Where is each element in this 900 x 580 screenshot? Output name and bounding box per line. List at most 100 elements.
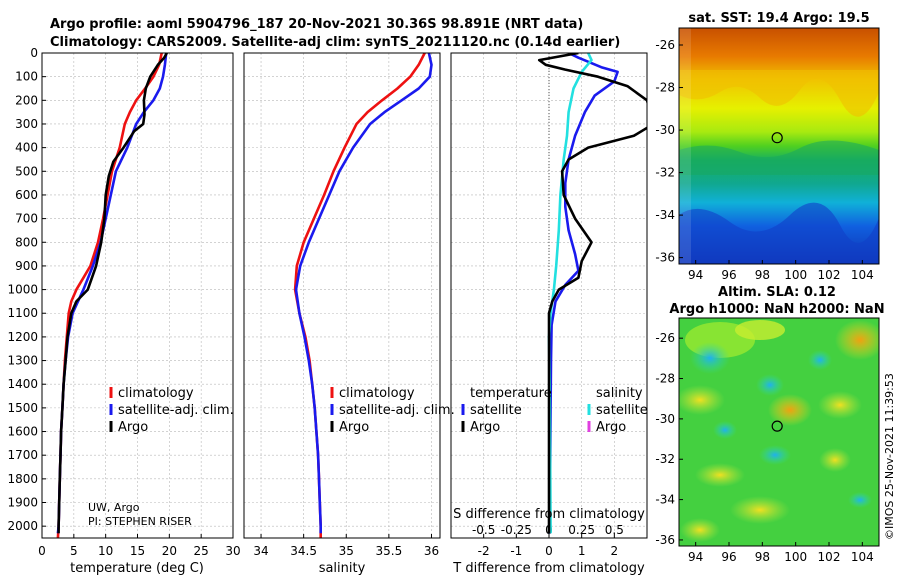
lon-tick-label: 98 (755, 550, 770, 564)
sla-map-frame (678, 317, 880, 547)
credit-line1: UW, Argo (88, 501, 140, 514)
sla-map-title-line2: Argo h1000: NaN h2000: NaN (669, 302, 884, 317)
t-difference-axis-ticks: -2 -1 0 1 2 (478, 534, 618, 558)
x-tick-label: 15 (130, 544, 145, 558)
sla-map-title-line1: Altim. SLA: 0.12 (718, 285, 836, 300)
lat-tick-label: -36 (655, 533, 675, 547)
lon-tick-label: 100 (784, 268, 807, 282)
lon-tick-label: 104 (851, 550, 874, 564)
series-line-argo (57, 52, 168, 534)
x-tick-label: -1 (510, 544, 522, 558)
lat-tick-label: -28 (655, 372, 675, 386)
lon-tick-label: 94 (688, 268, 703, 282)
legend-label-s-satellite: satellite (596, 403, 648, 418)
s-difference-axis-ticks: -0.5 -0.25 0 0.25 0.5 (472, 523, 624, 537)
sla-heatmap (679, 318, 879, 546)
legend-label-argo: Argo (118, 420, 148, 435)
sla-map-lat-ticks: -26 -28 -30 -32 -34 -36 (655, 331, 683, 547)
difference-panel: -2 -1 0 1 2 -0.5 -0.25 0 0.25 0.5 T difference f… (450, 52, 648, 576)
x-tick-label: -2 (478, 544, 490, 558)
lon-tick-label: 102 (818, 550, 841, 564)
y-tick-label: 1200 (7, 330, 38, 344)
t-difference-x-label: T difference from climatology (452, 561, 645, 576)
legend-label-climatology: climatology (339, 386, 415, 401)
legend-label-t-argo: Argo (470, 420, 500, 435)
salinity-axis-ticks: 34 34.5 35 35.5 36 (253, 534, 439, 558)
legend-label-satellite: satellite-adj. clim. (118, 403, 234, 418)
lat-tick-label: -32 (655, 452, 675, 466)
y-tick-label: 0 (30, 46, 38, 60)
lon-tick-label: 100 (784, 550, 807, 564)
lat-tick-label: -34 (655, 493, 675, 507)
lat-tick-label: -36 (655, 251, 675, 265)
series-line-climatology (293, 52, 426, 538)
lon-tick-label: 104 (851, 268, 874, 282)
x-tick-label: 1 (578, 544, 586, 558)
x-tick-label: 2 (611, 544, 619, 558)
lat-tick-label: -32 (655, 166, 675, 180)
y-tick-label: 1900 (7, 496, 38, 510)
sla-map-lon-ticks: 94 96 98 100 102 104 (688, 542, 874, 564)
figure-title-line2: Climatology: CARS2009. Satellite-adj cli… (50, 35, 620, 50)
y-tick-label: 700 (15, 212, 38, 226)
lat-tick-label: -26 (655, 331, 675, 345)
sla-map-panel: Altim. SLA: 0.12 Argo h1000: NaN h2000: … (655, 285, 884, 564)
y-tick-label: 500 (15, 164, 38, 178)
y-tick-label: 800 (15, 235, 38, 249)
s-diff-tick-label: 0.25 (568, 523, 595, 537)
lat-tick-label: -30 (655, 123, 675, 137)
s-diff-tick-label: -0.25 (501, 523, 532, 537)
s-diff-tick-label: -0.5 (472, 523, 495, 537)
temperature-plot-frame (41, 52, 234, 539)
series-line-t-argo (537, 53, 647, 534)
salinity-legend: climatology satellite-adj. clim. Argo (330, 386, 455, 435)
lon-tick-label: 96 (721, 268, 736, 282)
temperature-legend: climatology satellite-adj. clim. Argo (109, 386, 234, 435)
y-tick-label: 1700 (7, 448, 38, 462)
x-tick-label: 36 (424, 544, 439, 558)
sst-map-panel: sat. SST: 19.4 Argo: 19.5 94 96 98 100 102 10… (655, 11, 880, 282)
pressure-axis-ticks: 0 100 200 300 400 500 600 700 800 900 1000 1100 1200… (7, 46, 46, 533)
legend-label-t-satellite: satellite (470, 403, 522, 418)
salinity-x-label: salinity (319, 561, 366, 576)
legend-title-temperature: temperature (470, 386, 552, 401)
series-line-t-satellite (548, 53, 619, 534)
legend-label-argo: Argo (339, 420, 369, 435)
y-tick-label: 1600 (7, 425, 38, 439)
s-difference-x-label: S difference from climatology (453, 507, 645, 522)
legend-label-s-argo: Argo (596, 420, 626, 435)
lat-tick-label: -34 (655, 208, 675, 222)
argo-position-marker (771, 132, 783, 144)
lon-tick-label: 94 (688, 550, 703, 564)
temperature-x-label: temperature (deg C) (70, 561, 204, 576)
lat-tick-label: -30 (655, 412, 675, 426)
lon-tick-label: 102 (818, 268, 841, 282)
x-tick-label: 35.5 (376, 544, 403, 558)
sst-map-title: sat. SST: 19.4 Argo: 19.5 (688, 11, 869, 26)
x-tick-label: 20 (162, 544, 177, 558)
lon-tick-label: 96 (721, 550, 736, 564)
y-tick-label: 1300 (7, 354, 38, 368)
x-tick-label: 34.5 (290, 544, 317, 558)
lat-tick-label: -28 (655, 81, 675, 95)
y-tick-label: 200 (15, 93, 38, 107)
imos-watermark: ©IMOS 25-Nov-2021 11:39:53 (883, 373, 896, 540)
argo-position-marker (771, 420, 783, 432)
x-tick-label: 5 (70, 544, 78, 558)
x-tick-label: 34 (253, 544, 268, 558)
y-tick-label: 2000 (7, 519, 38, 533)
x-tick-label: 35 (339, 544, 354, 558)
sst-map-frame (678, 27, 880, 265)
y-tick-label: 1400 (7, 377, 38, 391)
s-diff-tick-label: 0.5 (605, 523, 624, 537)
salinity-panel: 34 34.5 35 35.5 36 salinity climatology sate… (243, 52, 455, 576)
legend-title-salinity: salinity (596, 386, 643, 401)
x-tick-label: 25 (194, 544, 209, 558)
y-tick-label: 1800 (7, 472, 38, 486)
difference-legend: temperature salinity satellite Argo sate… (461, 386, 648, 435)
y-tick-label: 400 (15, 141, 38, 155)
lat-tick-label: -26 (655, 38, 675, 52)
temperature-panel: 0100200300400500600700800900100011001200… (7, 46, 240, 576)
y-tick-label: 1100 (7, 306, 38, 320)
